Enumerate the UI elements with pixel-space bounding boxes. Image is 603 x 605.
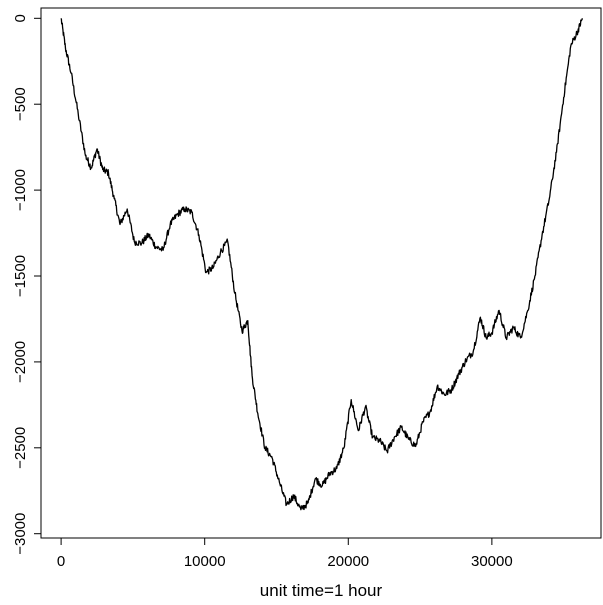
- y-tick-label: 0: [12, 14, 29, 22]
- x-tick-label: 0: [57, 553, 65, 570]
- plot-frame: [40, 7, 602, 539]
- series-line: [60, 18, 583, 511]
- x-tick-label: 10000: [184, 553, 226, 570]
- y-axis: 0 −500 −1000 −1500 −2000 −2500 −3000: [12, 14, 42, 555]
- y-tick-label: −1000: [12, 169, 29, 211]
- x-tick-label: 30000: [471, 553, 513, 570]
- y-tick-label: −500: [12, 87, 29, 121]
- y-tick-label: −2500: [12, 427, 29, 469]
- y-tick-label: −2000: [12, 341, 29, 383]
- x-axis: 0 10000 20000 30000: [57, 537, 513, 570]
- x-tick-label: 20000: [327, 553, 369, 570]
- y-tick-label: −3000: [12, 513, 29, 555]
- x-axis-label: unit time=1 hour: [260, 581, 383, 600]
- y-tick-label: −1500: [12, 255, 29, 297]
- series-layer: [60, 18, 583, 511]
